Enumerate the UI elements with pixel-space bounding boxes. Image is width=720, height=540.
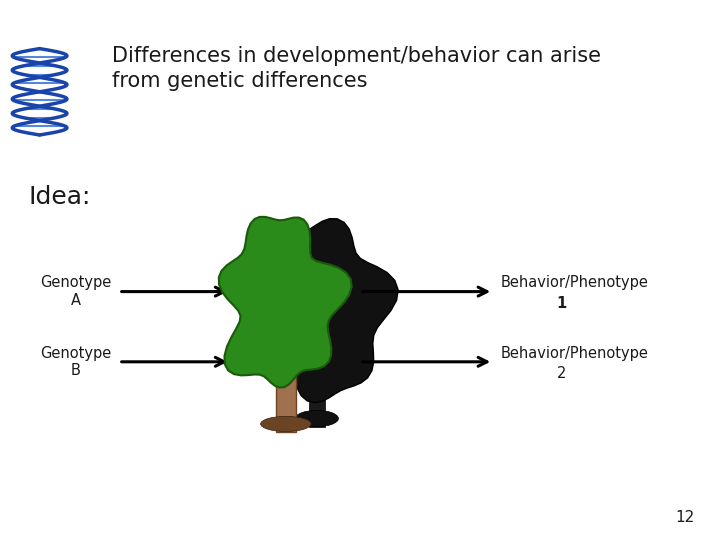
Text: Behavior/Phenotype: Behavior/Phenotype <box>500 346 648 361</box>
Text: Differences in development/behavior can arise
from genetic differences: Differences in development/behavior can … <box>112 46 600 91</box>
Text: Genotype
B: Genotype B <box>40 346 111 378</box>
Polygon shape <box>250 219 398 403</box>
Text: Behavior/Phenotype: Behavior/Phenotype <box>500 275 648 291</box>
Text: 1: 1 <box>557 296 567 311</box>
Text: 2: 2 <box>557 366 567 381</box>
Ellipse shape <box>295 410 338 427</box>
Text: Idea:: Idea: <box>29 185 91 209</box>
Text: Genotype
A: Genotype A <box>40 275 111 308</box>
FancyBboxPatch shape <box>309 329 325 427</box>
Text: 12: 12 <box>675 510 695 525</box>
FancyBboxPatch shape <box>276 324 296 432</box>
Ellipse shape <box>261 416 311 431</box>
Polygon shape <box>219 217 352 388</box>
